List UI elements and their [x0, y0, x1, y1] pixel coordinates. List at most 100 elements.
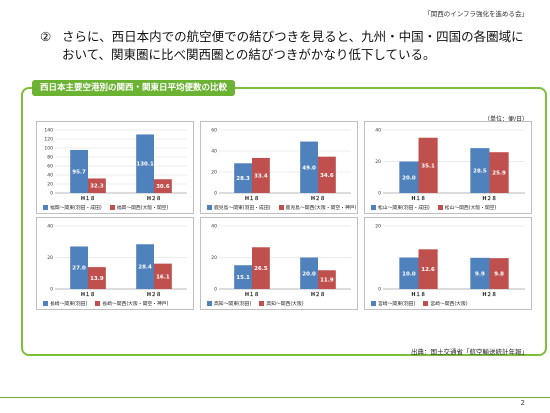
chart-matsuyama: 0 20 40 20.0 35.1 H１８ 28.5 25.9 H２８ 松山～関東(羽田・成田) 松…: [364, 121, 532, 214]
bar: [418, 249, 438, 289]
chart-svg: 0 20 40 20.0 35.1 H１８ 28.5 25.9 H２８: [375, 128, 525, 202]
chart-svg: 0 20 40 60 80 100 120 140 95.7 32.3 H１８ 130.1 30.6 H２…: [44, 128, 187, 202]
y-tick-label: 40: [47, 224, 53, 230]
bar: [252, 247, 270, 289]
chart-svg: 0 20 40 60 28.3 33.4 H１８ 49.0 34.6 H２８: [211, 128, 351, 202]
y-tick-label: 20: [375, 224, 381, 230]
legend-label: 松山～関東(羽田・成田): [378, 206, 430, 211]
y-tick-label: 40: [211, 224, 217, 230]
chart-legend: 長崎～関東(羽田) 長崎～関西(大阪・関空・神戸): [43, 300, 176, 307]
legend-swatch: [43, 301, 48, 306]
bar: [318, 270, 336, 289]
y-tick-label: 20: [211, 255, 217, 261]
legend-swatch: [371, 301, 376, 306]
bar: [489, 258, 509, 289]
y-tick-label: 140: [44, 128, 53, 134]
panel-title: 西日本主要空港別の関西・関東日平均便数の比較: [32, 80, 236, 96]
chart-legend: 高知～関東(羽田) 高知～関西(大阪): [207, 300, 312, 307]
data-label: 25.9: [492, 171, 506, 177]
y-tick-label: 0: [50, 287, 53, 293]
legend-item: 松山～関西(大阪・関空): [437, 205, 497, 211]
data-label: 9.9: [475, 271, 485, 277]
legend-swatch: [109, 205, 115, 210]
bar: [136, 134, 154, 193]
data-label: 20.0: [302, 271, 316, 277]
legend-label: 長崎～関西(大阪・関空・神戸): [102, 302, 169, 307]
bar: [70, 149, 88, 193]
bar: [88, 178, 106, 193]
bar: [470, 148, 490, 193]
y-tick-label: 20: [47, 182, 53, 188]
chart-legend: 鹿児島～関東(羽田・成田) 鹿児島～関西(大阪・関空・神戸): [207, 204, 364, 211]
legend-label: 福岡～関西(大阪・関空): [116, 206, 169, 211]
y-tick-label: 0: [50, 191, 53, 197]
x-tick-label: H２８: [147, 291, 161, 298]
y-tick-label: 120: [44, 137, 53, 143]
chart-svg: 0 20 40 15.1 26.5 H１８ 20.0 11.9 H２８: [211, 224, 351, 298]
x-tick-label: H２８: [482, 291, 496, 298]
footer-divider: [0, 397, 550, 398]
data-label: 28.5: [473, 169, 487, 175]
legend-label: 長崎～関東(羽田): [50, 302, 88, 307]
chart-nagasaki: 0 20 40 27.0 13.9 H１８ 28.4 16.1 H２８ 長崎～関東(羽田) 長崎～関…: [36, 217, 194, 310]
heading-line-1: さらに、西日本内での航空便での結びつきを見ると、九州・中国・四国の各圏域に: [62, 29, 524, 44]
legend-swatch: [207, 205, 212, 210]
legend-swatch: [43, 205, 48, 210]
x-tick-label: H１８: [81, 291, 95, 298]
data-label: 35.1: [421, 163, 435, 169]
data-label: 10.0: [402, 271, 416, 277]
legend-swatch: [371, 205, 376, 210]
legend-label: 鹿児島～関東(羽田・成田): [214, 206, 271, 211]
legend-item: 長崎～関西(大阪・関空・神戸): [95, 301, 169, 307]
chart-legend: 宮崎～関東(羽田) 宮崎～関西(大阪): [371, 300, 476, 307]
x-tick-label: H１８: [81, 195, 95, 202]
legend-label: 松山～関西(大阪・関空): [444, 206, 497, 211]
data-label: 27.0: [72, 266, 86, 272]
chart-kagoshima: 0 20 40 60 28.3 33.4 H１８ 49.0 34.6 H２８ 鹿児島～関東(羽田・成…: [200, 121, 358, 214]
y-tick-label: 0: [214, 191, 217, 197]
bar: [88, 267, 106, 289]
legend-swatch: [259, 301, 265, 306]
data-label: 95.7: [72, 169, 86, 175]
y-tick-label: 0: [214, 287, 217, 293]
legend-label: 宮崎～関東(羽田): [378, 302, 416, 307]
legend-swatch: [278, 205, 284, 210]
heading-number: ②: [40, 29, 52, 44]
data-label: 130.1: [136, 162, 154, 168]
bar: [136, 244, 154, 289]
bar: [154, 179, 172, 193]
data-label: 15.1: [236, 275, 250, 281]
legend-swatch: [95, 301, 101, 306]
data-label: 16.1: [156, 274, 170, 280]
data-label: 28.3: [236, 176, 250, 182]
x-tick-label: H２８: [147, 195, 161, 202]
slide-heading: ② さらに、西日本内での航空便での結びつきを見ると、九州・中国・四国の各圏域に お…: [40, 28, 540, 64]
y-tick-label: 20: [375, 159, 381, 165]
legend-swatch: [423, 301, 429, 306]
legend-item: 宮崎～関東(羽田): [371, 301, 416, 307]
page-number: 2: [520, 399, 525, 407]
data-label: 28.4: [138, 265, 152, 271]
x-tick-label: H１８: [411, 291, 425, 298]
y-tick-label: 60: [211, 128, 217, 134]
chart-legend: 福岡～関東(羽田・成田) 福岡～関西(大阪・関空): [43, 204, 176, 211]
legend-label: 福岡～関東(羽田・成田): [50, 206, 102, 211]
data-label: 30.6: [156, 184, 170, 190]
y-tick-label: 40: [47, 173, 53, 179]
bar: [70, 246, 88, 289]
data-label: 32.3: [90, 184, 104, 190]
legend-item: 長崎～関東(羽田): [43, 301, 88, 307]
bar: [154, 263, 172, 289]
legend-label: 宮崎～関西(大阪): [430, 302, 468, 307]
chart-svg: 0 20 40 27.0 13.9 H１８ 28.4 16.1 H２８: [47, 224, 187, 298]
legend-label: 鹿児島～関西(大阪・関空・神戸): [285, 206, 357, 211]
y-tick-label: 0: [378, 191, 381, 197]
y-tick-label: 40: [211, 149, 217, 155]
x-tick-label: H２８: [311, 291, 325, 298]
bar: [489, 152, 509, 193]
data-label: 12.6: [421, 267, 435, 273]
bar: [300, 141, 318, 193]
bar: [470, 257, 490, 289]
unit-label: （単位：便/日）: [483, 116, 528, 123]
data-label: 9.8: [494, 272, 504, 278]
